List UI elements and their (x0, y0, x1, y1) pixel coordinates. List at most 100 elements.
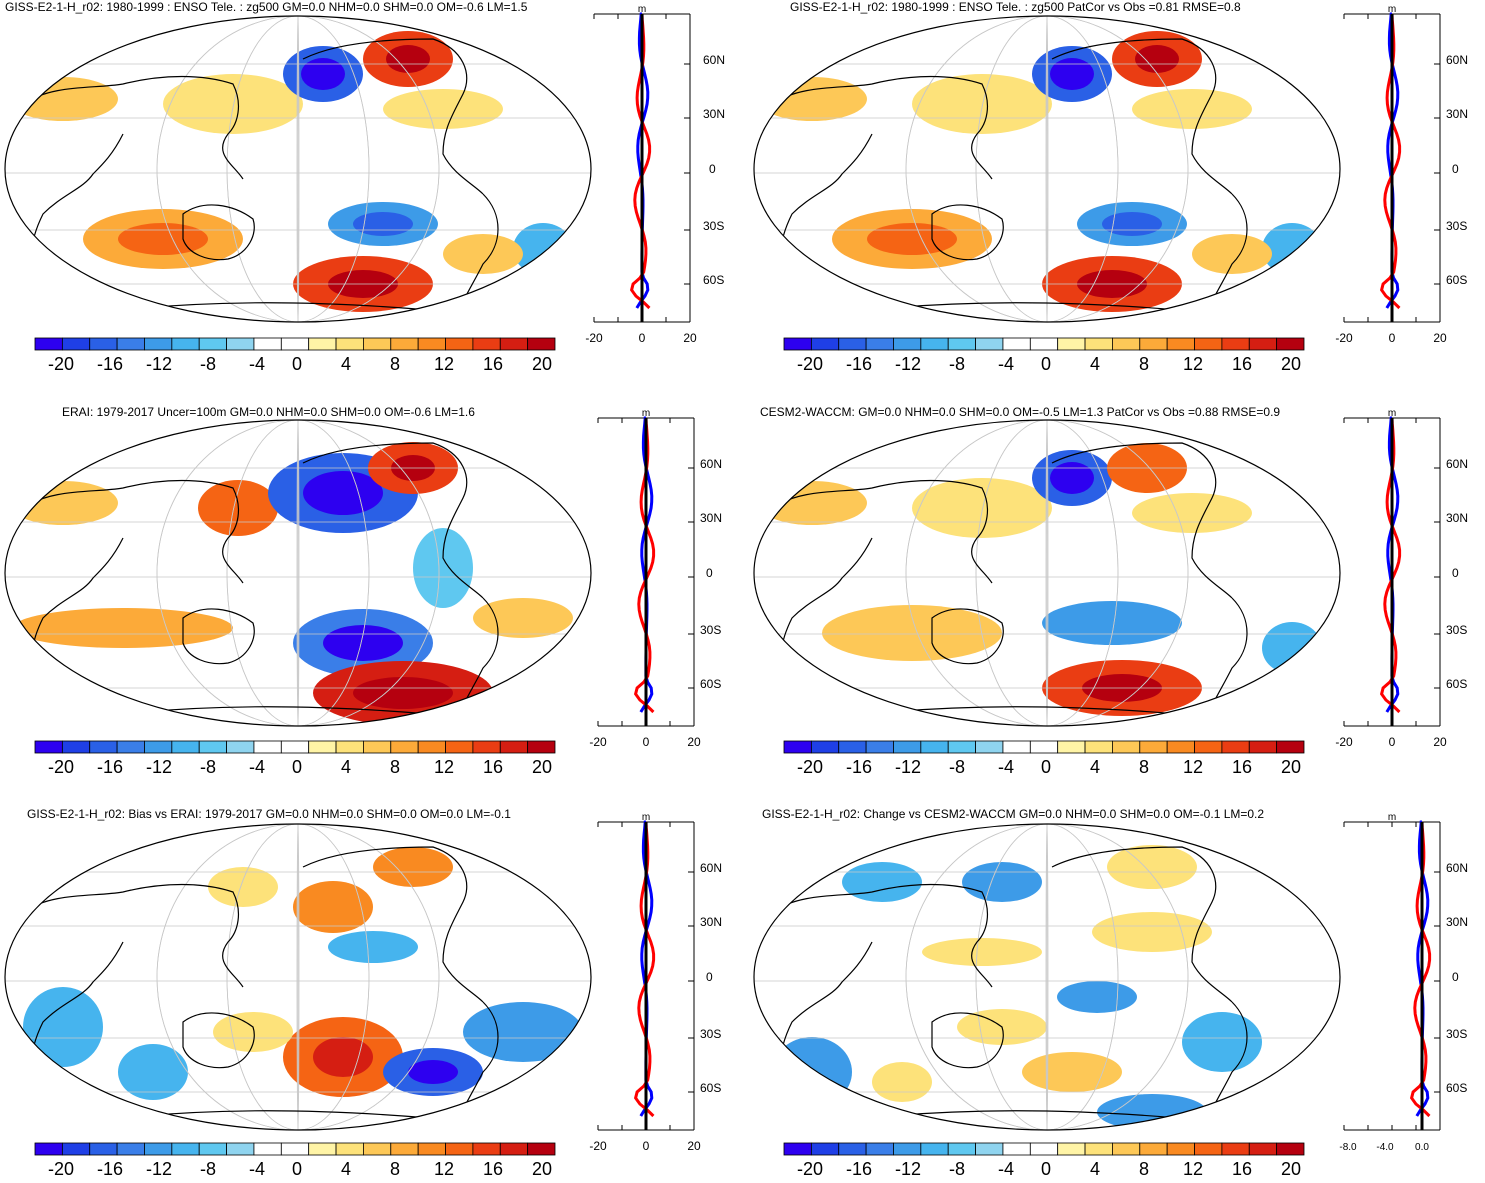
coastline (182, 608, 255, 665)
zonal-xtick-4b: 0 (1389, 735, 1396, 749)
anomaly-blob (1050, 58, 1094, 90)
cb2-label-4: -4 (998, 354, 1014, 374)
colorbar-swatch (783, 1142, 812, 1156)
colorbar-swatch (390, 337, 419, 351)
lat-label-60s: 60S (1446, 677, 1467, 691)
meridian-gridline (975, 16, 1119, 322)
colorbar-swatch (810, 740, 840, 754)
colorbar-swatch (975, 740, 1004, 754)
lat-label-60s: 60S (700, 677, 721, 691)
cb6-label-10: 20 (1281, 1159, 1301, 1179)
cb4-label-10: 20 (1281, 757, 1301, 777)
colorbar-swatch (89, 740, 118, 754)
colorbar-swatch (1029, 337, 1059, 351)
cb3-label-9: 16 (483, 757, 503, 777)
anomaly-blob (23, 987, 103, 1067)
colorbar-swatch (1248, 1142, 1278, 1156)
cb4-label-4: -4 (998, 757, 1014, 777)
colorbar-swatch (472, 1142, 501, 1156)
anomaly-blob (1102, 212, 1162, 236)
anomaly-blob (328, 931, 418, 963)
lat-label-60s: 60S (1446, 273, 1467, 287)
lat-axis-3: 60N 30N 0 30S 60S (700, 457, 722, 691)
panel-title-2: GISS-E2-1-H_r02: 1980-1999 : ENSO Tele. … (790, 0, 1241, 14)
map-panel-1 (4, 15, 592, 323)
colorbar-swatch (417, 1142, 446, 1156)
colorbar-swatch (335, 337, 364, 351)
cb5-label-9: 16 (483, 1159, 503, 1179)
colorbar-swatch (947, 337, 976, 351)
cb1-label-1: -16 (97, 354, 123, 374)
coastline (1051, 442, 1233, 599)
anomaly-blob (1192, 234, 1272, 274)
colorbar-swatch (1221, 337, 1250, 351)
colorbar-swatch (1084, 1142, 1113, 1156)
cb2-label-3: -8 (949, 354, 965, 374)
anomaly-blob (463, 1002, 583, 1062)
colorbar-swatch (445, 1142, 474, 1156)
colorbar-swatch (865, 337, 894, 351)
zonal-xtick-1c: 20 (683, 331, 697, 345)
cb4-label-5: 0 (1041, 757, 1051, 777)
cb2-label-0: -20 (797, 354, 823, 374)
map-panel-3 (4, 419, 592, 727)
cb1-label-10: 20 (532, 354, 552, 374)
lat-label-30s: 30S (700, 623, 721, 637)
colorbar-swatch (1139, 337, 1168, 351)
colorbar-swatch (783, 337, 812, 351)
cb2-label-5: 0 (1041, 354, 1051, 374)
colorbar-swatch (1112, 740, 1141, 754)
map-border (4, 823, 592, 1131)
coastline (1051, 38, 1233, 195)
meridian-gridline (156, 824, 440, 1130)
colorbar-swatch (975, 337, 1004, 351)
zonal-xtick-2a: -20 (1335, 331, 1353, 345)
map-panel-6 (753, 823, 1341, 1131)
cb2-label-7: 8 (1139, 354, 1149, 374)
colorbar-swatch (280, 740, 310, 754)
colorbar-swatch (253, 337, 282, 351)
lat-label-60s: 60S (700, 1081, 721, 1095)
cb6-label-0: -20 (797, 1159, 823, 1179)
colorbar-1: -20 -16 -12 -8 -4 0 4 8 12 16 20 (34, 337, 556, 374)
lat-axis-6: 60N 30N 0 30S 60S (1446, 861, 1468, 1095)
lat-axis-5: 60N 30N 0 30S 60S (700, 861, 722, 1095)
colorbar-swatch (34, 337, 63, 351)
colorbar-swatch (280, 337, 310, 351)
panel-title-6: GISS-E2-1-H_r02: Change vs CESM2-WACCM G… (762, 807, 1265, 821)
lat-label-eq: 0 (706, 566, 713, 580)
anomaly-blob (872, 1062, 932, 1102)
colorbar-swatch (390, 740, 419, 754)
colorbar-swatch (1112, 337, 1141, 351)
anomaly-blob (313, 1037, 373, 1077)
cb3-label-1: -16 (97, 757, 123, 777)
zonal-xtick-5c: 20 (687, 1139, 701, 1153)
anomaly-blob (163, 74, 303, 134)
meridian-gridline (296, 824, 300, 1130)
colorbar-swatch (1276, 740, 1305, 754)
colorbar-swatch (89, 337, 118, 351)
zonal-unit-5: m (642, 812, 650, 823)
map-border (753, 419, 1341, 727)
zonal-xtick-5a: -20 (589, 1139, 607, 1153)
colorbar-swatch (171, 337, 200, 351)
anomaly-blob (208, 867, 278, 907)
colorbar-swatch (1221, 1142, 1250, 1156)
colorbar-swatch (198, 740, 227, 754)
cb3-label-5: 0 (292, 757, 302, 777)
colorbar-swatch (472, 337, 501, 351)
anomaly-blob (842, 862, 922, 902)
cb5-label-10: 20 (532, 1159, 552, 1179)
meridian-gridline (1045, 16, 1049, 322)
cb2-label-2: -12 (895, 354, 921, 374)
colorbar-6: -20 -16 -12 -8 -4 0 4 8 12 16 20 (783, 1142, 1305, 1179)
coastline (302, 846, 484, 1003)
map-panel-5 (4, 823, 592, 1131)
cb1-label-8: 12 (434, 354, 454, 374)
lat-label-60n: 60N (1446, 457, 1468, 471)
lat-label-eq: 0 (1452, 566, 1459, 580)
colorbar-swatch (308, 740, 337, 754)
cb1-label-6: 4 (341, 354, 351, 374)
colorbar-swatch (171, 1142, 200, 1156)
cb3-label-6: 4 (341, 757, 351, 777)
